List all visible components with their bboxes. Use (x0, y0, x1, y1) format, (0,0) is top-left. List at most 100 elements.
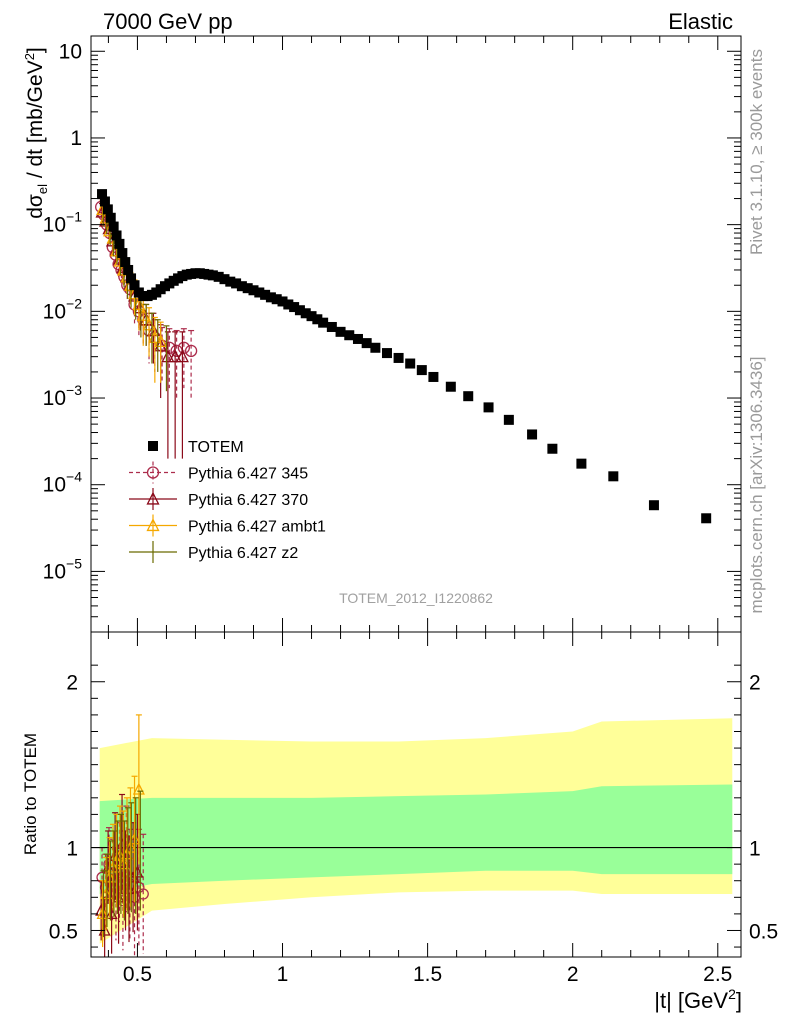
ratio-plot-area: 0.5 0.5 1 1 2 2 0.5 1 1.5 2 2.5 (49, 631, 778, 986)
data-point (271, 294, 282, 305)
rivet-version-label: Rivet 3.1.10, ≥ 300k events (747, 49, 766, 255)
data-point (132, 782, 145, 795)
header-right-label: Elastic (668, 9, 733, 34)
y-tick-label-right: 1 (749, 838, 761, 861)
main-plot-area: TOTEM_2012_I1220862 10−5 10−4 10−3 10−2 10−1… (43, 35, 742, 633)
data-point (137, 888, 149, 900)
data-point (608, 471, 619, 482)
data-point (97, 189, 108, 200)
data-point (242, 283, 253, 294)
legend-marker (146, 518, 160, 532)
main-plot-background (91, 36, 741, 632)
data-point (117, 248, 128, 259)
data-point (120, 257, 131, 268)
data-point (483, 402, 494, 413)
legend-label: TOTEM (188, 439, 244, 456)
y-tick-label: 10−4 (43, 469, 83, 497)
ratio-series-pythia-6-427-z2 (100, 790, 144, 938)
x-tick-label: 2 (567, 963, 579, 986)
legend-entry: Pythia 6.427 370 (129, 488, 308, 510)
legend-marker (148, 441, 158, 451)
data-point (393, 352, 404, 363)
data-point (102, 204, 113, 215)
data-point (344, 330, 355, 341)
legend-label: Pythia 6.427 345 (188, 466, 308, 483)
data-point (260, 289, 271, 300)
data-point (168, 349, 182, 363)
data-point (300, 308, 311, 319)
ratio-series-pythia-6-427-ambt1 (96, 714, 145, 948)
legend: TOTEM Pythia 6.427 345 Pythia 6.427 370 Pyt… (129, 439, 326, 563)
data-point (184, 344, 198, 358)
data-point (428, 371, 439, 382)
data-point (175, 349, 189, 363)
data-point (701, 513, 712, 524)
data-point (265, 292, 276, 303)
data-point (294, 305, 305, 316)
y-tick-label: 2 (66, 672, 78, 695)
legend-entry: Pythia 6.427 345 (129, 461, 308, 484)
data-point (225, 276, 236, 287)
legend-marker (146, 466, 160, 479)
y-tick-label: 1 (70, 127, 82, 150)
data-point (547, 443, 558, 454)
data-point (381, 348, 392, 359)
y-tick-label: 10−5 (43, 555, 83, 583)
data-point (352, 333, 363, 344)
data-point (503, 414, 514, 425)
x-tick-label: 1.5 (413, 963, 442, 986)
data-point (405, 358, 416, 369)
legend-entry: TOTEM (148, 439, 244, 456)
legend-label: Pythia 6.427 370 (188, 492, 308, 509)
data-point (114, 238, 125, 249)
data-point (254, 287, 265, 298)
data-point (108, 221, 119, 232)
legend-marker (146, 491, 160, 505)
data-point (231, 278, 242, 289)
data-point (648, 500, 659, 511)
series-totem (97, 189, 712, 524)
data-point (326, 321, 337, 332)
mcplots-credit-label: mcplots.cern.ch [arXiv:1306.3436] (747, 356, 766, 613)
band-inner (99, 784, 733, 894)
data-point (527, 429, 538, 440)
main-series-layer (95, 189, 712, 524)
data-point (207, 270, 218, 281)
x-tick-label: 0.5 (123, 963, 152, 986)
data-point (312, 314, 323, 325)
header-left-label: 7000 GeV pp (103, 9, 233, 34)
y-tick-label: 0.5 (49, 920, 78, 943)
y-tick-label: 1 (66, 838, 78, 861)
data-point (306, 311, 317, 322)
uncertainty-bands (99, 718, 733, 944)
analysis-id-label: TOTEM_2012_I1220862 (339, 590, 493, 606)
data-point (128, 832, 141, 845)
legend-label: Pythia 6.427 z2 (188, 545, 298, 562)
ratio-plot-frame (90, 631, 742, 958)
data-point (219, 274, 230, 285)
y-tick-label: 10−2 (43, 295, 83, 323)
x-tick-label: 2.5 (703, 963, 732, 986)
data-point (335, 326, 346, 337)
x-tick-label: 1 (277, 963, 289, 986)
legend-entry: Pythia 6.427 ambt1 (129, 514, 326, 537)
ratio-series-layer (95, 714, 149, 957)
x-axis-label: |t| [GeV2] (654, 986, 742, 1013)
data-point (361, 338, 372, 349)
y-tick-label-right: 2 (749, 672, 761, 695)
data-point (161, 349, 175, 363)
data-point (129, 280, 140, 291)
data-point (416, 365, 427, 376)
ratio-y-axis-label: Ratio to TOTEM (21, 733, 40, 855)
data-point (126, 273, 137, 284)
main-axis-ticks: 10−5 10−4 10−3 10−2 10−1 1 10 (43, 36, 741, 633)
legend-entry: Pythia 6.427 z2 (129, 541, 298, 563)
data-point (283, 299, 294, 310)
data-point (576, 458, 587, 469)
data-point (96, 906, 109, 920)
y-tick-label: 10−1 (43, 209, 83, 237)
data-point (105, 212, 116, 223)
y-tick-label-right: 0.5 (749, 920, 778, 943)
data-point (463, 391, 474, 402)
